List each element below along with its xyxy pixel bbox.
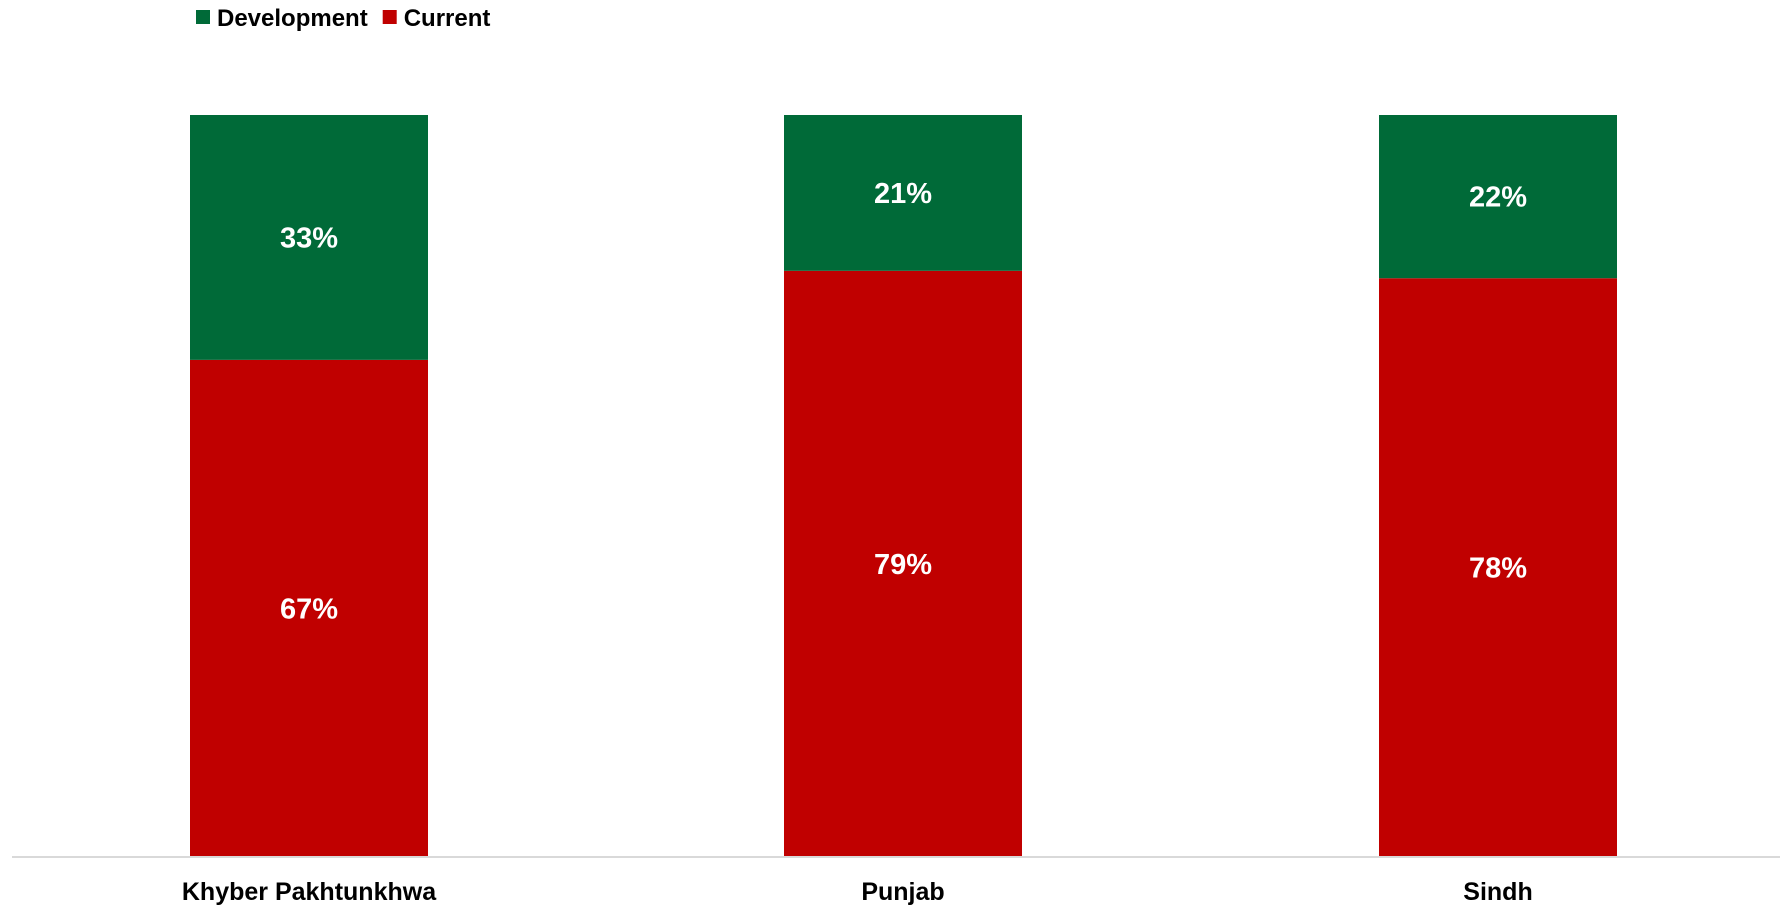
x-axis-tick-labels: Khyber Pakhtunkhwa Punjab Sindh [182, 878, 1533, 906]
legend-label-development: Development [217, 5, 368, 32]
bar-current-sindh [1379, 278, 1617, 857]
data-label-current-sindh: 78% [1469, 553, 1527, 585]
x-tick-label-khyber-pakhtunkhwa: Khyber Pakhtunkhwa [182, 878, 437, 906]
bar-development-khyber-pakhtunkhwa [190, 115, 428, 360]
data-label-development-sindh: 22% [1469, 182, 1527, 214]
bar-current-khyber-pakhtunkhwa [190, 359, 428, 857]
legend-swatch-current [382, 10, 397, 24]
bar-development-punjab [784, 115, 1022, 271]
plot-area: 67% 33% 79% 21% 78% 22% [190, 115, 1617, 857]
bar-current-punjab [784, 270, 1022, 857]
data-label-development-punjab: 21% [874, 178, 932, 210]
bar-development-sindh [1379, 115, 1617, 279]
legend-label-current: Current [404, 5, 491, 32]
x-tick-label-sindh: Sindh [1463, 878, 1532, 906]
legend: Development Current [196, 5, 490, 32]
data-label-current-khyber-pakhtunkhwa: 67% [280, 593, 338, 625]
data-label-development-khyber-pakhtunkhwa: 33% [280, 222, 338, 254]
data-label-current-punjab: 79% [874, 549, 932, 581]
legend-swatch-development [196, 10, 210, 24]
x-tick-label-punjab: Punjab [861, 878, 944, 906]
